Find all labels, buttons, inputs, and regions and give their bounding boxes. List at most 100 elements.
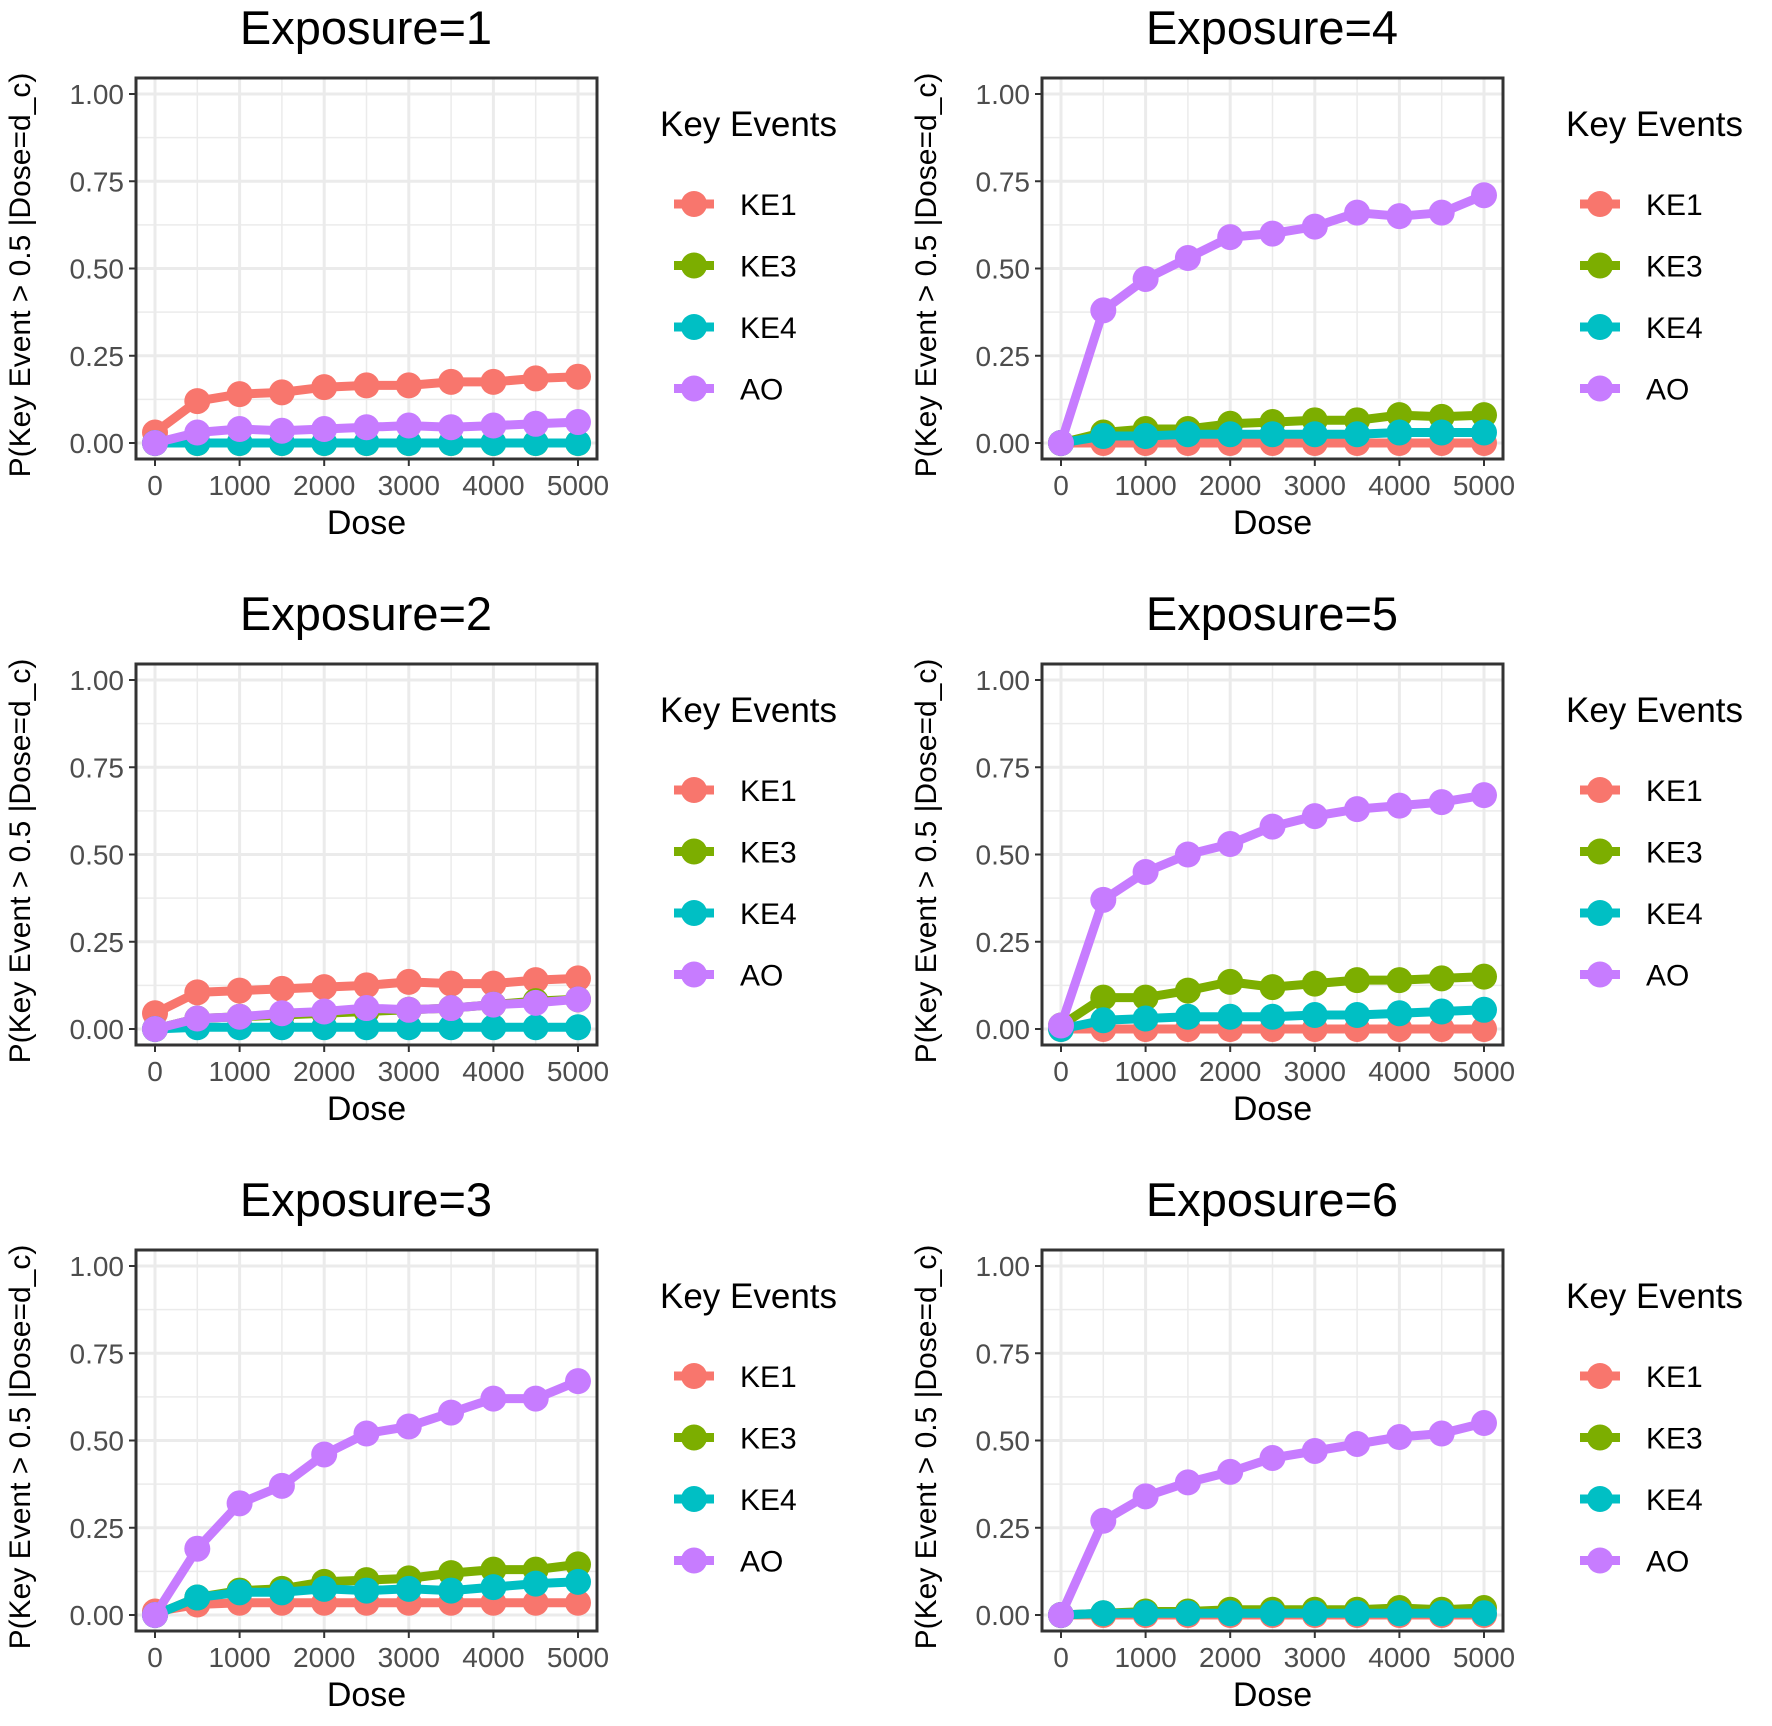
data-point-ao [184, 1535, 211, 1562]
data-point-ke1 [268, 379, 295, 406]
x-tick-label: 3000 [378, 1056, 440, 1087]
data-point-ke4 [1386, 419, 1413, 446]
legend-label: AO [740, 1546, 783, 1579]
legend-label: KE4 [1646, 898, 1703, 931]
data-point-ao [1259, 1444, 1286, 1471]
data-point-ke4 [1428, 998, 1455, 1025]
data-point-ao [522, 989, 549, 1016]
data-point-ke1 [438, 368, 465, 395]
x-tick-label: 3000 [1284, 1056, 1346, 1087]
data-point-ao [522, 1385, 549, 1412]
legend-key-point [1587, 314, 1613, 340]
data-point-ke1 [395, 372, 422, 399]
legend-item: AO [1580, 1546, 1689, 1579]
data-point-ao [1386, 1424, 1413, 1451]
chart-panel: Exposure=5 0.00 0.25 0.50 0.75 1.00 0 1000 2000 3… [910, 587, 1743, 1128]
data-point-ao [1090, 297, 1117, 324]
y-tick-label: 0.50 [976, 840, 1031, 871]
legend-item: KE4 [1580, 1484, 1703, 1517]
data-point-ke4 [1090, 423, 1117, 450]
data-point-ke1 [480, 970, 507, 997]
legend-item: KE1 [1580, 775, 1703, 808]
x-tick-label: 4000 [1368, 1642, 1430, 1673]
legend-key-point [681, 1486, 707, 1512]
series-ao [1048, 782, 1497, 1039]
legend-key-point [681, 1363, 707, 1389]
data-point-ao [480, 412, 507, 439]
y-axis-title: P(Key Event > 0.5 |Dose=d_c) [4, 659, 37, 1064]
data-point-ao [1259, 220, 1286, 247]
data-point-ke4 [1174, 1600, 1201, 1627]
data-point-ao [565, 986, 591, 1013]
data-point-ke4 [1259, 1600, 1286, 1627]
legend-label: KE1 [1646, 775, 1703, 808]
data-point-ke4 [480, 1014, 507, 1041]
y-tick-label: 0.50 [976, 254, 1031, 285]
data-point-ao [1428, 199, 1455, 226]
y-axis-title: P(Key Event > 0.5 |Dose=d_c) [4, 1245, 37, 1650]
data-point-ke1 [268, 975, 295, 1002]
legend-label: KE3 [1646, 837, 1703, 870]
series-ao [142, 409, 591, 456]
legend-key-point [681, 1424, 707, 1451]
data-point-ke4 [1217, 421, 1244, 448]
plot-border [134, 1248, 599, 1633]
data-point-ao [311, 416, 338, 443]
y-tick-label: 0.00 [976, 428, 1031, 459]
data-point-ke4 [565, 430, 591, 456]
data-point-ke4 [268, 1579, 295, 1606]
data-point-ke1 [522, 967, 549, 994]
data-point-ao [1132, 858, 1159, 885]
legend-key-point [681, 314, 707, 340]
series-ao [1048, 1410, 1497, 1628]
x-tick-label: 5000 [1453, 1056, 1515, 1087]
data-point-ke4 [1174, 1003, 1201, 1030]
x-tick-label: 1000 [208, 1642, 270, 1673]
legend-key-point [681, 838, 707, 865]
legend-item: AO [1580, 960, 1689, 993]
legend-item: KE4 [674, 1484, 797, 1517]
chart-title: Exposure=3 [240, 1173, 492, 1226]
data-point-ke4 [1301, 421, 1328, 448]
legend-key-point [681, 252, 707, 279]
legend-key-point [1587, 900, 1613, 926]
legend-title: Key Events [1566, 1277, 1743, 1316]
x-tick-label: 4000 [462, 470, 524, 501]
x-tick-label: 2000 [1199, 470, 1261, 501]
x-tick-label: 4000 [462, 1056, 524, 1087]
chart-title: Exposure=2 [240, 587, 492, 640]
legend-key-point [681, 375, 707, 402]
data-point-ao [1301, 1437, 1328, 1464]
data-point-ao [438, 414, 465, 441]
data-point-ke1 [565, 1589, 591, 1616]
y-tick-label: 0.50 [70, 1426, 125, 1457]
legend-label: KE1 [740, 1361, 797, 1394]
data-point-ke3 [1471, 963, 1497, 990]
y-tick-label: 0.00 [976, 1600, 1031, 1631]
legend-key-point [1587, 961, 1613, 988]
x-tick-label: 5000 [1453, 470, 1515, 501]
legend-item: KE4 [674, 898, 797, 931]
data-point-ao [142, 1016, 168, 1042]
legend-item: AO [674, 374, 783, 407]
x-tick-label: 1000 [1114, 1056, 1176, 1087]
y-tick-label: 0.00 [70, 1014, 125, 1045]
x-axis-title: Dose [327, 1676, 406, 1714]
data-point-ke4 [1259, 421, 1286, 448]
data-point-ke4 [1344, 1002, 1371, 1029]
legend: Key Events KE1 KE3 KE4 AO [660, 691, 837, 993]
data-point-ao [1174, 841, 1201, 868]
data-point-ke3 [1090, 984, 1117, 1011]
x-tick-label: 4000 [1368, 470, 1430, 501]
data-point-ke4 [1132, 1005, 1159, 1032]
x-tick-label: 2000 [1199, 1056, 1261, 1087]
data-point-ke4 [1174, 421, 1201, 448]
data-point-ao [565, 409, 591, 436]
x-tick-label: 0 [147, 470, 163, 501]
data-point-ao [1048, 430, 1074, 456]
legend-item: KE3 [1580, 251, 1703, 284]
x-tick-label: 2000 [1199, 1642, 1261, 1673]
chart-title: Exposure=6 [1146, 1173, 1398, 1226]
x-tick-label: 2000 [293, 1056, 355, 1087]
